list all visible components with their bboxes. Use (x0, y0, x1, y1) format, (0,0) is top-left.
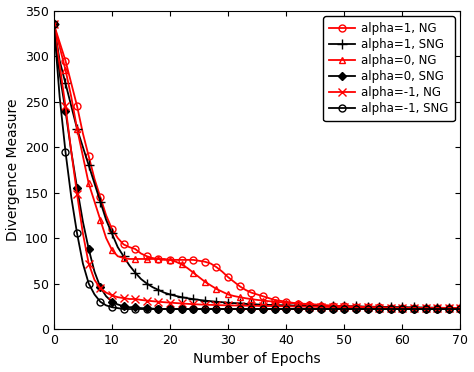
alpha=1, SNG (202, 298, 208, 303)
Line: alpha=1, SNG: alpha=1, SNG (49, 19, 465, 313)
Line: alpha=-1, NG: alpha=-1, NG (50, 20, 465, 312)
alpha=1, NG (167, 258, 173, 262)
alpha=0, NG (248, 297, 254, 301)
alpha=1, NG (359, 305, 365, 309)
alpha=-1, NG (434, 306, 440, 310)
alpha=0, NG (167, 258, 173, 262)
alpha=1, SNG (167, 292, 173, 297)
alpha=1, NG (440, 306, 446, 310)
alpha=1, SNG (248, 302, 254, 307)
alpha=0, SNG (63, 108, 68, 113)
alpha=-1, SNG (457, 307, 463, 311)
alpha=-1, NG (248, 304, 254, 308)
alpha=-1, SNG (63, 150, 68, 154)
alpha=0, SNG (440, 307, 446, 311)
alpha=1, SNG (457, 306, 463, 310)
alpha=0, SNG (51, 22, 57, 26)
alpha=1, NG (295, 301, 301, 306)
alpha=-1, NG (202, 302, 208, 307)
alpha=-1, SNG (255, 307, 260, 311)
alpha=-1, NG (295, 304, 301, 309)
Line: alpha=1, NG: alpha=1, NG (50, 21, 464, 312)
alpha=1, NG (400, 306, 405, 310)
alpha=-1, NG (167, 301, 173, 305)
Line: alpha=-1, SNG: alpha=-1, SNG (50, 21, 464, 312)
alpha=0, SNG (167, 307, 173, 311)
alpha=1, SNG (63, 81, 68, 86)
alpha=0, NG (359, 305, 365, 309)
alpha=-1, NG (63, 104, 68, 108)
Line: alpha=0, NG: alpha=0, NG (50, 21, 464, 312)
alpha=-1, NG (457, 306, 463, 310)
Y-axis label: Divergence Measure: Divergence Measure (6, 99, 19, 241)
alpha=0, NG (63, 67, 68, 72)
alpha=-1, SNG (51, 22, 57, 26)
alpha=0, NG (51, 22, 57, 26)
alpha=-1, SNG (440, 307, 446, 311)
alpha=1, NG (63, 58, 68, 63)
alpha=1, SNG (434, 305, 440, 310)
alpha=0, SNG (173, 307, 179, 311)
alpha=1, SNG (51, 22, 57, 26)
alpha=-1, SNG (121, 307, 127, 311)
alpha=0, NG (457, 306, 463, 310)
alpha=0, NG (295, 301, 301, 306)
alpha=1, SNG (295, 303, 301, 308)
alpha=-1, SNG (301, 307, 307, 311)
alpha=1, NG (51, 22, 57, 26)
alpha=-1, NG (51, 22, 57, 26)
Line: alpha=0, SNG: alpha=0, SNG (51, 22, 463, 312)
alpha=0, SNG (457, 307, 463, 311)
alpha=1, NG (248, 291, 254, 295)
alpha=-1, SNG (365, 307, 370, 311)
alpha=-1, SNG (173, 307, 179, 311)
alpha=0, SNG (255, 307, 260, 311)
Legend: alpha=1, NG, alpha=1, SNG, alpha=0, NG, alpha=0, SNG, alpha=-1, NG, alpha=-1, SN: alpha=1, NG, alpha=1, SNG, alpha=0, NG, … (323, 16, 455, 121)
alpha=0, SNG (365, 307, 370, 311)
alpha=0, NG (440, 306, 446, 310)
X-axis label: Number of Epochs: Number of Epochs (193, 352, 321, 366)
alpha=0, SNG (301, 307, 307, 311)
alpha=1, NG (457, 306, 463, 310)
alpha=0, NG (400, 306, 405, 310)
